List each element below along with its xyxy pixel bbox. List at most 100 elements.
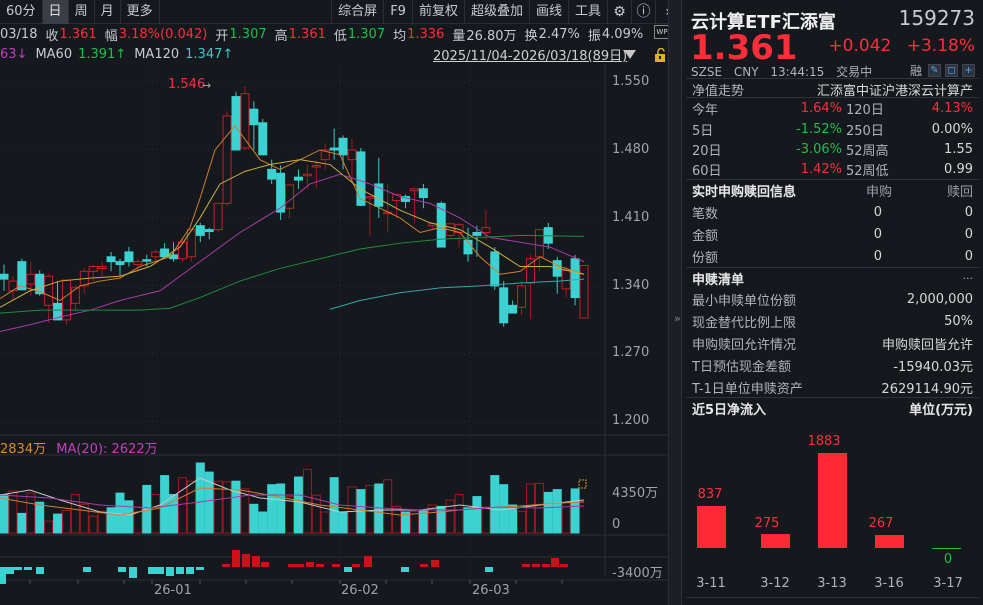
net-inflow-header: 近5日净流入 单位(万元) xyxy=(692,402,973,418)
x-label-2601: 26-01 xyxy=(154,583,192,598)
realtime-row: 份额 0 0 xyxy=(692,248,973,266)
edit-icon[interactable]: ✎ xyxy=(928,64,941,77)
turnover-value: 2.47% xyxy=(538,26,580,42)
tracking-index: 汇添富中证沪港深云计算产 xyxy=(816,83,973,99)
quote-bar: 03/18 收 1.361 幅 3.18%(0.042) 开 1.307 高 1… xyxy=(0,24,647,44)
add-icon[interactable]: + xyxy=(962,64,975,77)
chart-toolbar: 60分 日 周 月 更多 综合屏 F9 前复权 超级叠加 画线 工具 ⚙ ⓘ › xyxy=(0,0,680,24)
price-tick-1410: 1.410 xyxy=(612,210,650,225)
flow-date: 3-17 xyxy=(933,576,963,591)
flow-date: 3-16 xyxy=(874,576,904,591)
price-tick-1270: 1.270 xyxy=(612,345,650,360)
price-tick-1200: 1.200 xyxy=(612,413,650,428)
realtime-row: 笔数 0 0 xyxy=(692,204,973,222)
panel-divider[interactable] xyxy=(668,0,682,605)
amplitude-label: 振 xyxy=(587,28,601,44)
flow-tick: -3400万 xyxy=(612,566,663,581)
period-more[interactable]: 更多 xyxy=(121,0,160,24)
security-code: 159273 xyxy=(898,6,975,30)
flow-value: 267 xyxy=(868,516,894,531)
max-price-marker: 1.546 xyxy=(168,77,206,92)
price-tick-1550: 1.550 xyxy=(612,74,650,89)
price-change: +0.042 +3.18% xyxy=(818,36,975,56)
high-value: 1.361 xyxy=(288,26,326,42)
nav-row: 5日 -1.52% 250日 0.00% xyxy=(692,121,973,139)
flow-bar xyxy=(818,453,847,548)
flow-bar xyxy=(761,534,790,548)
nav-row: 20日 -3.06% 52周高 1.55 xyxy=(692,141,973,159)
realtime-row: 金额 0 0 xyxy=(692,226,973,244)
volume-value: 26.80万 xyxy=(466,28,517,44)
margin-label: 融 xyxy=(909,64,922,78)
period-month[interactable]: 月 xyxy=(95,0,121,24)
ma-bar: 63↓ MA60 1.391↑ MA120 1.347↑ xyxy=(0,45,668,63)
flow-value: 275 xyxy=(754,516,780,531)
price-tick-1340: 1.340 xyxy=(612,278,650,293)
quote-date: 03/18 xyxy=(0,26,38,42)
more-options-icon[interactable]: ··· xyxy=(962,271,974,285)
composite-screen-button[interactable]: 综合屏 xyxy=(332,0,385,24)
volume-tick-zero: 0 xyxy=(612,517,621,532)
draw-line-button[interactable]: 画线 xyxy=(530,0,569,24)
open-label: 开 xyxy=(215,28,229,44)
creation-list-row: T日预估现金差额 -15940.03元 xyxy=(692,359,973,375)
alert-bell-icon[interactable]: ◻ xyxy=(945,64,958,77)
range-value: 3.18%(0.042) xyxy=(118,26,208,42)
chevron-right-icon[interactable]: › xyxy=(656,0,680,24)
help-icon[interactable]: ⓘ xyxy=(632,0,656,24)
nav-row: 今年 1.64% 120日 4.13% xyxy=(692,100,973,118)
period-week[interactable]: 周 xyxy=(69,0,95,24)
tools-button[interactable]: 工具 xyxy=(569,0,608,24)
unlock-icon[interactable] xyxy=(654,47,666,62)
volume-ma-header: 2834万 MA(20): 2622万 xyxy=(0,438,158,457)
flow-date: 3-12 xyxy=(760,576,790,591)
nav-header-row: 净值走势 汇添富中证沪港深云计算产 xyxy=(682,78,983,100)
avg-value: 1.336 xyxy=(407,26,445,42)
creation-list-row: 申购赎回允许情况 申购赎回皆允许 xyxy=(692,337,973,353)
quote-actions: 融 ✎ ◻ + xyxy=(910,62,975,79)
amplitude-value: 4.09% xyxy=(601,26,644,42)
flow-date: 3-13 xyxy=(817,576,847,591)
period-60min[interactable]: 60分 xyxy=(0,0,43,24)
chart-area[interactable]: 60分 日 周 月 更多 综合屏 F9 前复权 超级叠加 画线 工具 ⚙ ⓘ ›… xyxy=(0,0,680,605)
ma60-value: 1.391↑ xyxy=(78,46,127,62)
flow-bar xyxy=(875,535,904,548)
ma-partial-value: 63↓ xyxy=(0,46,28,62)
collapse-panel-icon[interactable]: » xyxy=(674,312,681,325)
close-label: 收 xyxy=(45,28,59,44)
avg-label: 均 xyxy=(393,28,407,44)
range-label: 幅 xyxy=(104,28,118,44)
ma120-value: 1.347↑ xyxy=(185,46,234,62)
change-percent: +3.18% xyxy=(906,36,975,56)
creation-list-row: T-1日单位申赎资产 2629114.90元 xyxy=(692,381,973,397)
flow-bar xyxy=(697,506,726,548)
low-value: 1.307 xyxy=(347,26,386,42)
security-name: 云计算ETF汇添富 xyxy=(691,12,836,33)
turnover-label: 换 xyxy=(524,28,538,44)
flow-value: 0 xyxy=(943,552,953,567)
f9-button[interactable]: F9 xyxy=(384,0,413,24)
period-day[interactable]: 日 xyxy=(42,0,69,24)
realtime-header-row: 实时申购赎回信息 申购 赎回 xyxy=(692,184,973,200)
x-label-2603: 26-03 xyxy=(472,583,510,598)
dropdown-triangle-icon[interactable] xyxy=(624,50,636,59)
flow-value: 837 xyxy=(697,487,723,502)
flow-bar-zero xyxy=(932,548,961,549)
creation-list-row: 最小申赎单位份额 2,000,000 xyxy=(692,291,973,309)
forward-adjust-button[interactable]: 前复权 xyxy=(413,0,465,24)
gear-icon[interactable]: ⚙ xyxy=(608,0,632,24)
super-overlay-button[interactable]: 超级叠加 xyxy=(465,0,530,24)
currency: CNY xyxy=(733,65,759,79)
max-arrow-icon: → xyxy=(202,79,212,92)
quote-panel: 云计算ETF汇添富 159273 1.361 +0.042 +3.18% SZS… xyxy=(682,0,983,605)
date-range-selector[interactable]: 2025/11/04-2026/03/18(89日) xyxy=(433,49,628,64)
ma120-label: MA120 xyxy=(134,46,180,62)
x-label-2602: 26-02 xyxy=(341,583,379,598)
high-label: 高 xyxy=(274,28,288,44)
creation-list-row: 现金替代比例上限 50% xyxy=(692,313,973,331)
volume-label: 量 xyxy=(452,28,466,44)
kline-chart[interactable] xyxy=(0,64,668,605)
volume-ma20-value: MA(20): 2622万 xyxy=(56,442,158,457)
nav-header: 净值走势 xyxy=(692,83,745,99)
market-meta: SZSE CNY 13:44:15 交易中 xyxy=(691,63,880,80)
